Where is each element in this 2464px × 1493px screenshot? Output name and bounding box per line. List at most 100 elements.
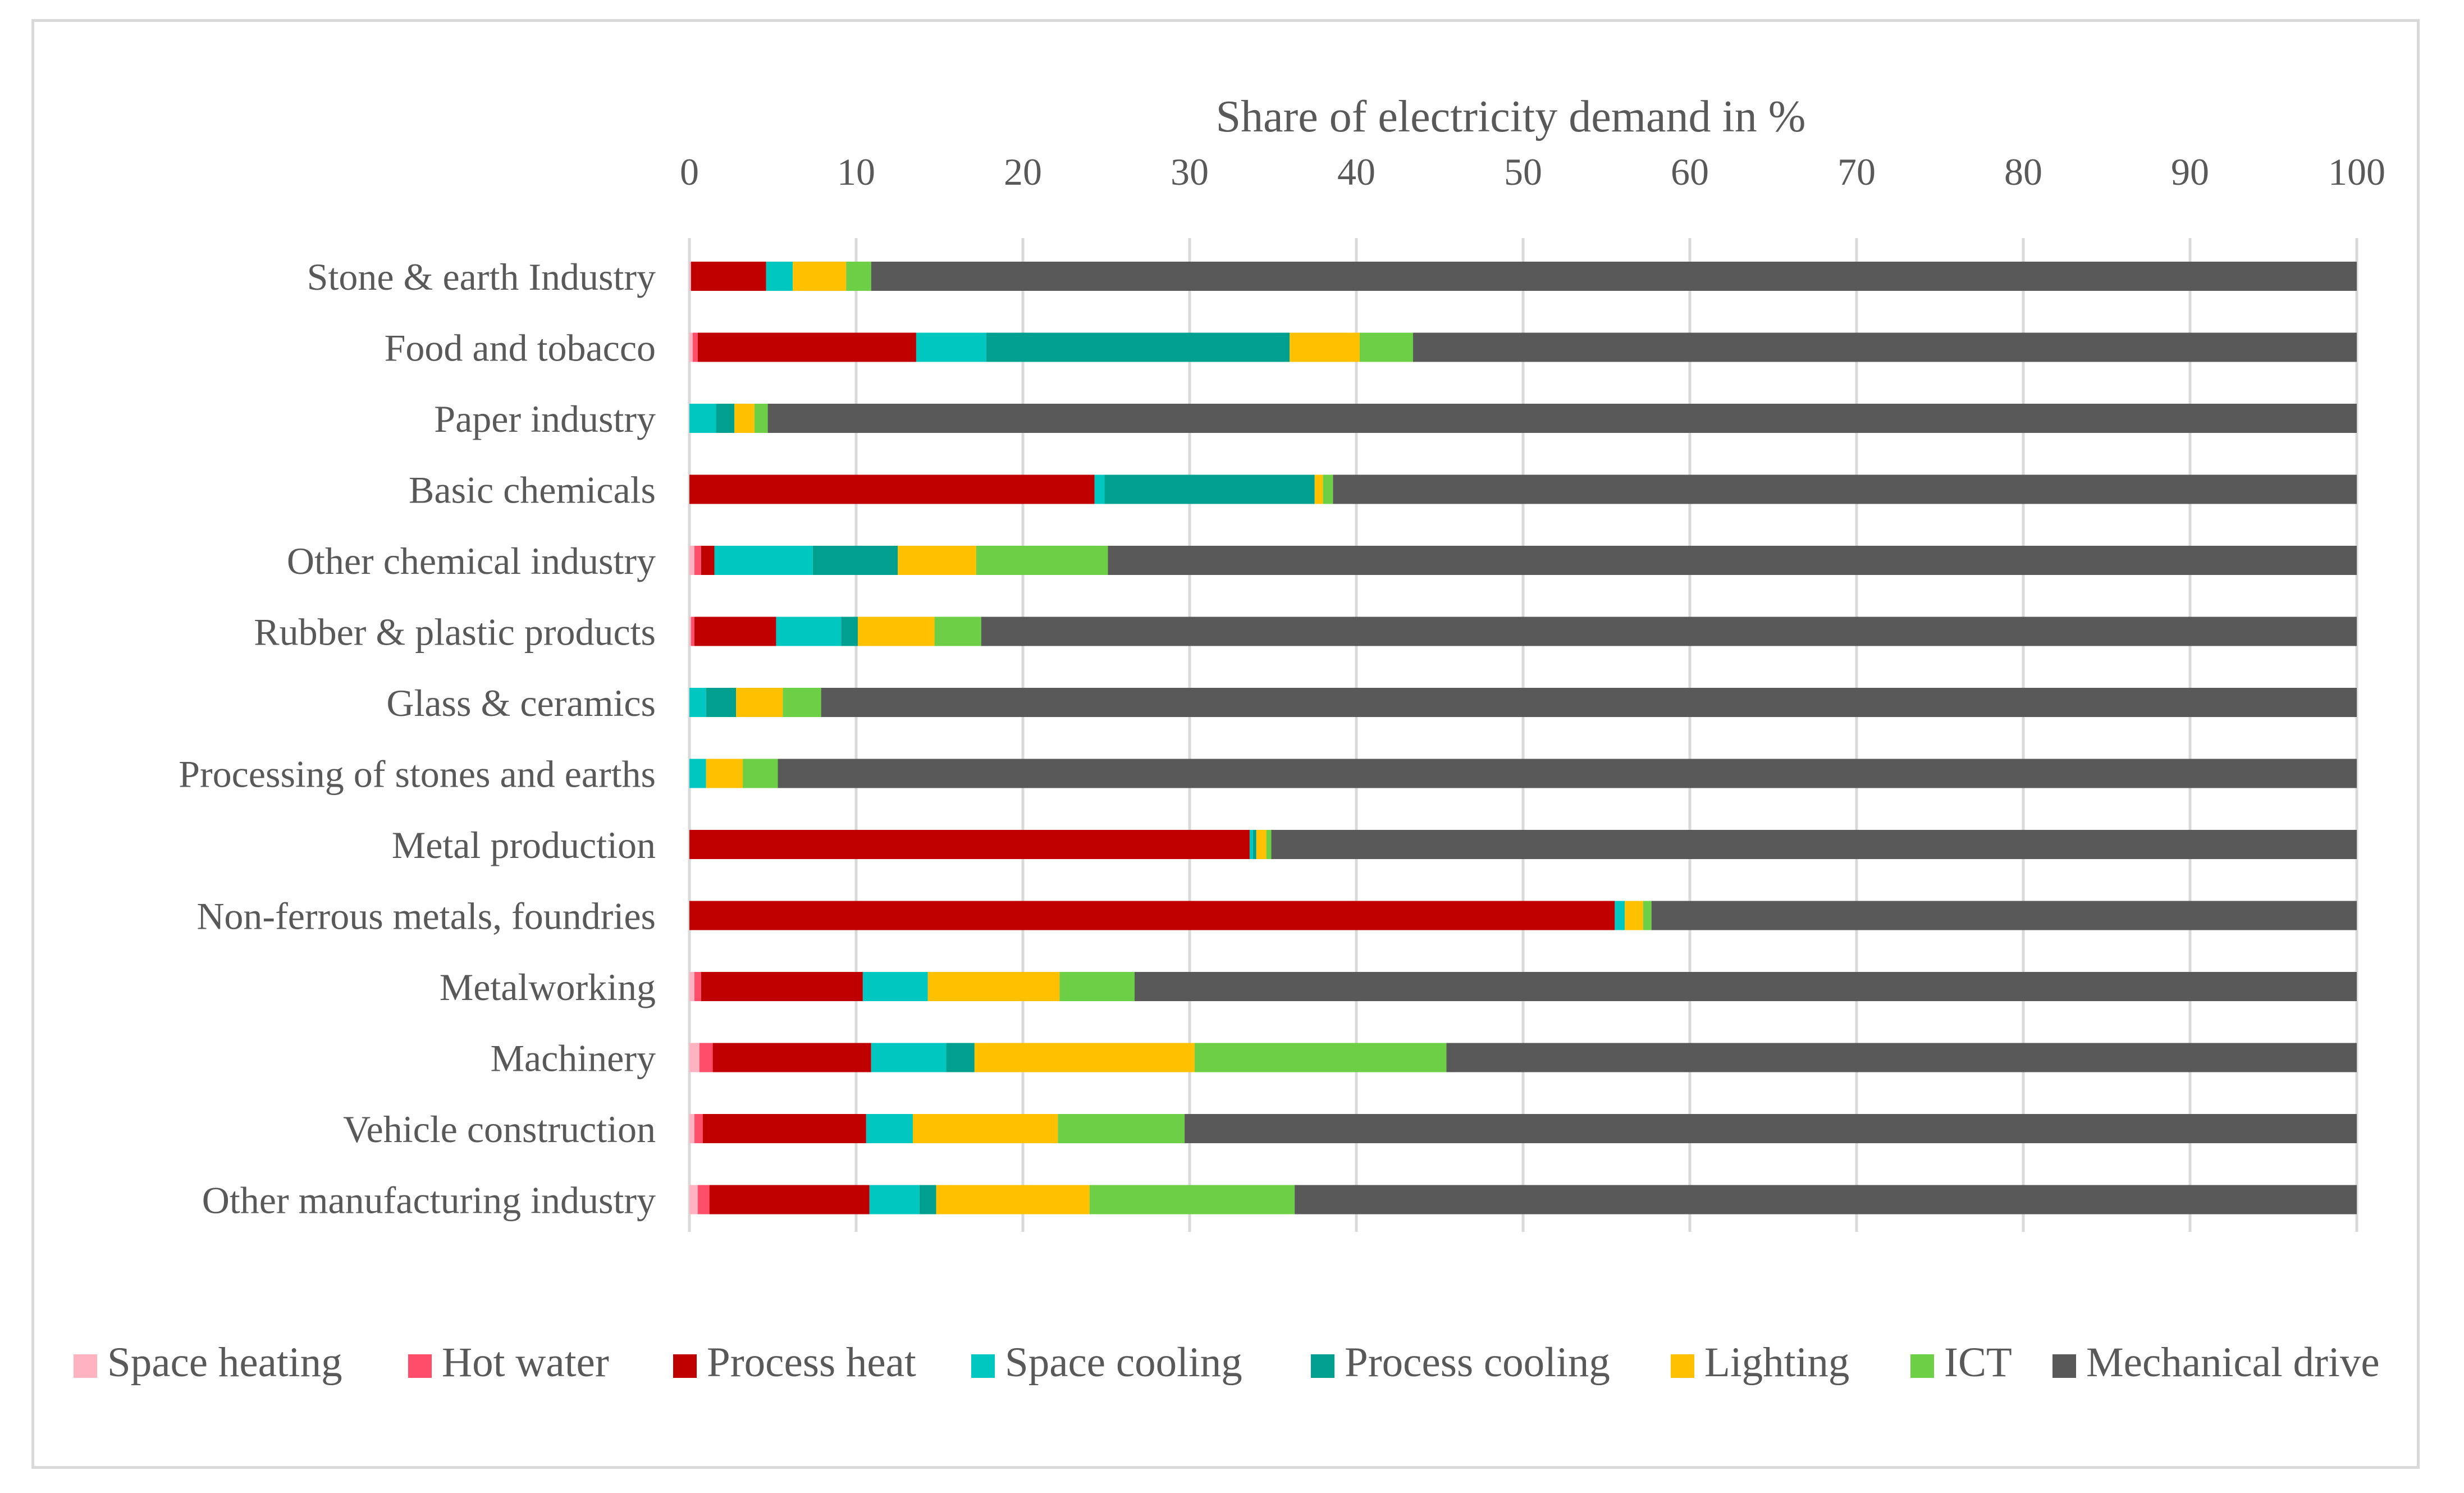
legend-label: Space cooling: [1005, 1339, 1242, 1386]
bar-segment: [1058, 1114, 1185, 1143]
bar-segment: [1314, 474, 1323, 504]
legend-label: ICT: [1944, 1339, 2012, 1386]
bar-segment: [699, 1043, 713, 1072]
bar-segment: [862, 972, 928, 1001]
bar-segment: [916, 332, 986, 362]
bar-segment: [701, 972, 863, 1001]
bar-segment: [689, 617, 691, 646]
bar-segment: [1333, 474, 2357, 504]
x-tick-label: 80: [2004, 150, 2042, 193]
bar-segment: [841, 617, 858, 646]
bar-segment: [934, 617, 981, 646]
x-tick-label: 50: [1504, 150, 1542, 193]
legend-label: Process heat: [707, 1339, 916, 1386]
x-tick-label: 0: [680, 150, 699, 193]
bar-segment: [697, 1185, 710, 1215]
bar-segment: [689, 262, 691, 291]
bar-segment: [689, 830, 1250, 859]
category-label: Glass & ceramics: [386, 682, 656, 724]
legend: Space heating Hot water Process heat Space …: [74, 1339, 2380, 1386]
bar-segment: [1108, 546, 2357, 575]
category-label: Stone & earth Industry: [307, 255, 656, 298]
category-label: Vehicle construction: [343, 1108, 656, 1150]
legend-swatch: [673, 1354, 697, 1378]
bar-segment: [778, 759, 2357, 788]
chart-frame: Share of electricity demand in % 0 10 20 30…: [31, 19, 2420, 1469]
x-tick-label: 40: [1337, 150, 1375, 193]
bar-segment: [689, 901, 1615, 930]
bar-segment: [919, 1185, 936, 1215]
legend-swatch: [74, 1354, 97, 1378]
bar-segment: [981, 617, 2357, 646]
bar-segment: [689, 1043, 700, 1072]
bar-segment: [694, 972, 701, 1001]
category-label: Food and tobacco: [385, 327, 656, 369]
bar-segment: [736, 688, 783, 717]
legend-label: Mechanical drive: [2086, 1339, 2380, 1386]
bar-segment: [689, 404, 716, 433]
x-tick-label: 90: [2171, 150, 2209, 193]
bar-segment: [1271, 830, 2357, 859]
legend-swatch: [408, 1354, 432, 1378]
bar-segment: [694, 1114, 703, 1143]
bar-segment: [1295, 1185, 2357, 1215]
bar-segment: [691, 262, 766, 291]
bar-segment: [1256, 830, 1267, 859]
gridlines: [688, 238, 2358, 1232]
x-tick-label: 30: [1171, 150, 1209, 193]
x-tick-label: 70: [1837, 150, 1876, 193]
bar-segment: [974, 1043, 1195, 1072]
bar-segment: [976, 546, 1108, 575]
bar-segment: [846, 262, 871, 291]
bar-segment: [866, 1114, 913, 1143]
bar-segment: [709, 1185, 870, 1215]
bar-segment: [714, 546, 813, 575]
bar-segment: [689, 1185, 698, 1215]
category-labels: Stone & earth Industry Food and tobacco Pa…: [179, 255, 656, 1222]
bar-segment: [1094, 474, 1105, 504]
legend-swatch: [1311, 1354, 1334, 1378]
bar-segment: [754, 404, 768, 433]
bar-segment: [1643, 901, 1652, 930]
bar-segment: [1059, 972, 1135, 1001]
legend-label: Lighting: [1704, 1339, 1849, 1386]
bar-segment: [1252, 830, 1256, 859]
category-label: Processing of stones and earths: [179, 753, 656, 796]
bar-segment: [1359, 332, 1413, 362]
bar-segment: [697, 332, 916, 362]
bar-segment: [743, 759, 778, 788]
bar-segment: [689, 546, 694, 575]
bar-segment: [1134, 972, 2357, 1001]
bar-segment: [689, 332, 693, 362]
bar-segment: [689, 972, 694, 1001]
bar-segment: [1651, 901, 2357, 930]
category-label: Metal production: [392, 824, 656, 866]
bar-segment: [1089, 1185, 1295, 1215]
bar-segment: [812, 546, 898, 575]
bar-segment: [1266, 830, 1272, 859]
category-label: Basic chemicals: [409, 469, 656, 512]
category-label: Other manufacturing industry: [202, 1179, 656, 1222]
bar-segment: [706, 688, 737, 717]
bar-segment: [1185, 1114, 2357, 1143]
x-axis-ticks: 0 10 20 30 40 50 60 70 80 90 100: [680, 150, 2385, 193]
x-tick-label: 100: [2328, 150, 2385, 193]
bar-segment: [691, 617, 694, 646]
category-label: Non-ferrous metals, foundries: [196, 895, 656, 938]
bar-segment: [793, 262, 847, 291]
bar-segment: [927, 972, 1060, 1001]
legend-label: Process cooling: [1345, 1339, 1610, 1386]
bar-segment: [946, 1043, 975, 1072]
bar-segment: [898, 546, 976, 575]
legend-swatch: [2052, 1354, 2076, 1378]
bar-segment: [734, 404, 755, 433]
bar-segment: [706, 759, 743, 788]
legend-swatch: [1910, 1354, 1934, 1378]
legend-swatch: [1671, 1354, 1694, 1378]
bar-segment: [912, 1114, 1058, 1143]
bar-segment: [936, 1185, 1090, 1215]
bar-segment: [1625, 901, 1643, 930]
bar-segment: [701, 546, 715, 575]
bar-segment: [689, 688, 706, 717]
bar-segment: [871, 262, 2357, 291]
